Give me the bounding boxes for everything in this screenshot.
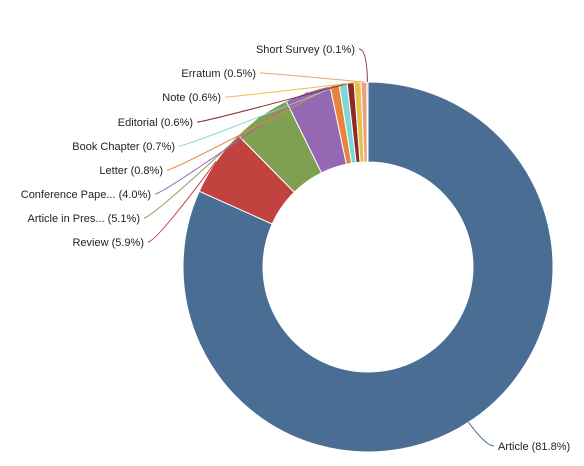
- label-conference-pape: Conference Pape... (4.0%): [21, 189, 151, 201]
- label-book-chapter: Book Chapter (0.7%): [72, 141, 175, 153]
- label-note: Note (0.6%): [162, 92, 221, 104]
- leader-line-note: [224, 81, 358, 98]
- leader-line-editorial: [196, 82, 351, 123]
- label-letter: Letter (0.8%): [99, 165, 163, 177]
- leader-line-erratum: [259, 72, 364, 83]
- slice-short-survey[interactable]: [366, 81, 369, 163]
- leader-line-letter: [166, 84, 335, 171]
- leader-line-conference-pape: [154, 91, 308, 195]
- slice-article[interactable]: [182, 81, 554, 453]
- leader-lines-group: [143, 48, 495, 447]
- leader-line-short-survey: [358, 48, 368, 83]
- label-article-in-pres: Article in Pres... (5.1%): [28, 213, 140, 225]
- label-review: Review (5.9%): [72, 237, 144, 249]
- label-short-survey: Short Survey (0.1%): [256, 44, 355, 56]
- leader-line-review: [147, 161, 217, 243]
- label-editorial: Editorial (0.6%): [118, 117, 193, 129]
- leader-line-book-chapter: [178, 83, 344, 147]
- labels-group: Article (81.8%) Review (5.9%) Article in P…: [21, 44, 570, 453]
- label-article: Article (81.8%): [498, 441, 570, 453]
- leader-line-article-in-pres: [143, 115, 262, 219]
- slices-group: [182, 81, 554, 453]
- label-erratum: Erratum (0.5%): [181, 68, 256, 80]
- leader-line-article: [468, 422, 495, 447]
